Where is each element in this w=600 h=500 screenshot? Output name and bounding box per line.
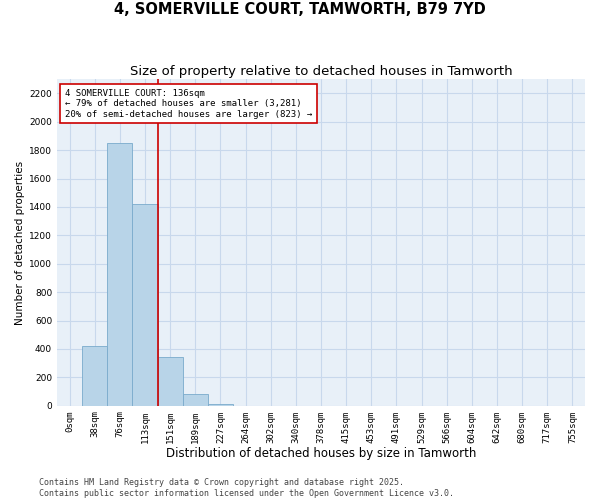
X-axis label: Distribution of detached houses by size in Tamworth: Distribution of detached houses by size …	[166, 447, 476, 460]
Text: 4, SOMERVILLE COURT, TAMWORTH, B79 7YD: 4, SOMERVILLE COURT, TAMWORTH, B79 7YD	[114, 2, 486, 18]
Bar	[208, 404, 233, 406]
Bar	[107, 143, 133, 406]
Title: Size of property relative to detached houses in Tamworth: Size of property relative to detached ho…	[130, 65, 512, 78]
Bar	[82, 346, 107, 406]
Bar	[158, 358, 183, 406]
Text: 4 SOMERVILLE COURT: 136sqm
← 79% of detached houses are smaller (3,281)
20% of s: 4 SOMERVILLE COURT: 136sqm ← 79% of deta…	[65, 89, 312, 119]
Text: Contains HM Land Registry data © Crown copyright and database right 2025.
Contai: Contains HM Land Registry data © Crown c…	[39, 478, 454, 498]
Y-axis label: Number of detached properties: Number of detached properties	[15, 160, 25, 324]
Bar	[183, 394, 208, 406]
Bar	[133, 204, 158, 406]
